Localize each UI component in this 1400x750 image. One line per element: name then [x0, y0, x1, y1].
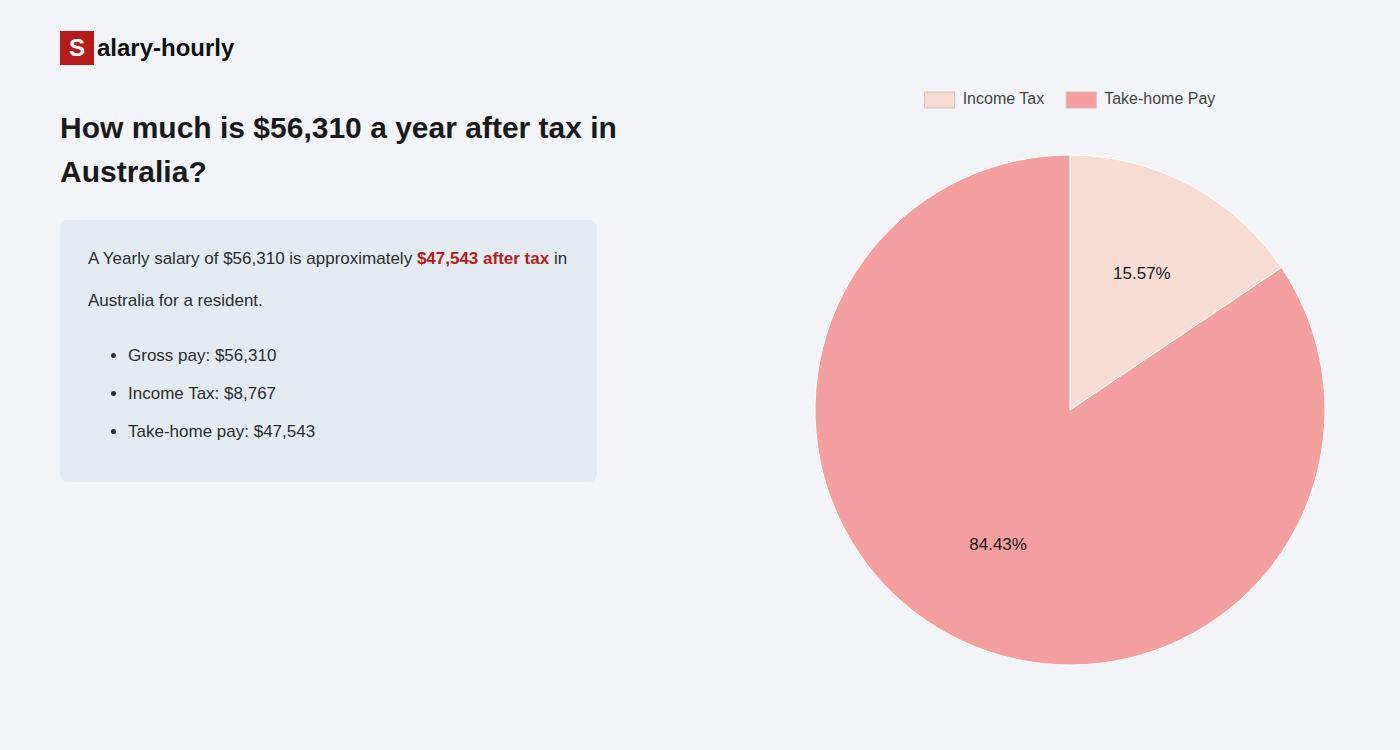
legend-swatch [1066, 92, 1096, 108]
legend-item: Income Tax [925, 90, 1045, 108]
text-panel: Salary-hourly How much is $56,310 a year … [60, 30, 780, 482]
body-text: in [549, 249, 567, 268]
body-text: A Yearly salary of $56,310 is approximat… [88, 249, 417, 268]
bullet: Take-home pay: $47,543 [128, 420, 567, 444]
legend-label: Income Tax [963, 90, 1045, 107]
legend-label: Take-home Pay [1104, 90, 1215, 107]
body-line: Australia for a resident. [88, 288, 567, 314]
logo-text: alary-hourly [97, 34, 234, 62]
body-text: Australia for a resident. [88, 291, 263, 310]
logo-mark: S [60, 31, 94, 65]
bullet-list: Gross pay: $56,310 Income Tax: $8,767 Take… [88, 344, 567, 444]
legend-swatch [925, 92, 955, 108]
pie [815, 155, 1325, 665]
data-labels: 15.57% 84.43% [969, 264, 1170, 553]
title: How much is $56,310 a year after tax inA… [60, 106, 780, 194]
highlight: $47,543 after tax [417, 249, 549, 268]
info-box: A Yearly salary of $56,310 is approximat… [60, 220, 597, 482]
title-line: Australia? [60, 150, 780, 194]
pie-slice [815, 155, 1325, 665]
bullet: Income Tax: $8,767 [128, 382, 567, 406]
data-label: 15.57% [1113, 264, 1171, 283]
logo: Salary-hourly [60, 30, 780, 66]
title-line: How much is $56,310 a year after tax in [60, 106, 780, 150]
bullet: Gross pay: $56,310 [128, 344, 567, 368]
legend-item: Take-home Pay [1066, 90, 1215, 108]
chart: 15.57% 84.43% Income Tax Take-home Pay [0, 0, 1400, 750]
legend: Income Tax Take-home Pay [925, 90, 1216, 108]
data-label: 84.43% [969, 535, 1027, 554]
body-line: A Yearly salary of $56,310 is approximat… [88, 246, 567, 272]
